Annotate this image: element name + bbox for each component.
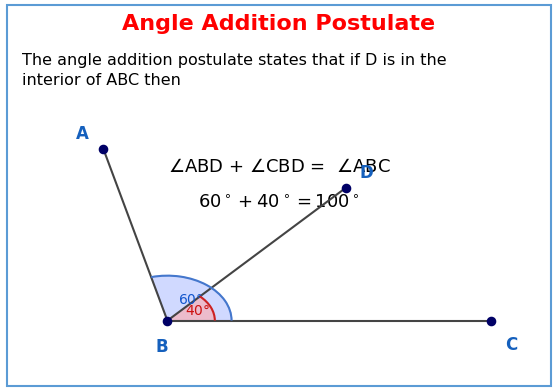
Text: D: D [360, 164, 374, 182]
Text: B: B [156, 338, 168, 356]
Point [341, 185, 350, 191]
Text: The angle addition postulate states that if D is in the
interior of ABC then: The angle addition postulate states that… [22, 53, 447, 88]
Text: Angle Addition Postulate: Angle Addition Postulate [122, 14, 436, 34]
Point [99, 145, 108, 152]
Text: A: A [76, 125, 89, 143]
Polygon shape [151, 276, 232, 321]
Text: $60°$: $60°$ [177, 293, 203, 307]
Text: $60^\circ + 40^\circ = 100^\circ$: $60^\circ + 40^\circ = 100^\circ$ [198, 194, 360, 212]
Point [487, 317, 496, 324]
Text: $\angle$ABD + $\angle$CBD =  $\angle$ABC: $\angle$ABD + $\angle$CBD = $\angle$ABC [167, 158, 391, 176]
Polygon shape [167, 296, 215, 321]
Point [163, 317, 172, 324]
Text: $40°$: $40°$ [185, 304, 210, 318]
Text: C: C [505, 336, 517, 354]
